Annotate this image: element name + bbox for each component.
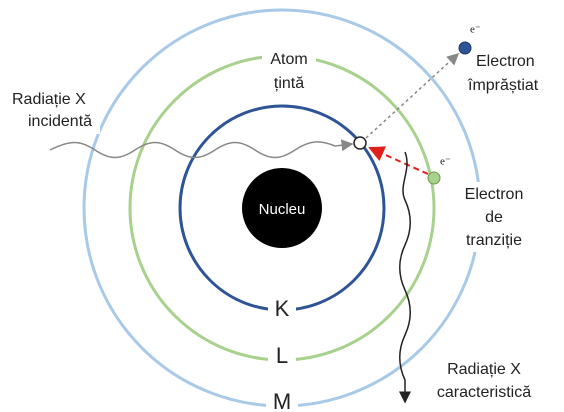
vacancy <box>353 136 367 150</box>
nucleus-label: Nucleu <box>259 201 306 218</box>
scattered-label: Electron <box>476 53 535 70</box>
electron-symbol: e⁻ <box>440 156 451 168</box>
m-label-bg <box>266 392 298 412</box>
transition-label: tranziție <box>466 232 522 249</box>
characteristic-label: caracteristică <box>437 384 531 401</box>
scatter-path <box>365 52 460 139</box>
atom-label: țintă <box>274 75 304 92</box>
nucleus <box>242 168 322 248</box>
transition-path <box>368 146 429 175</box>
m-label: M <box>273 389 291 412</box>
electron-symbol: e⁻ <box>470 24 481 36</box>
transition-label: de <box>485 209 503 226</box>
k-label-bg <box>268 296 296 322</box>
characteristic-label: Radiație X <box>447 361 521 378</box>
incident-label: Radiație X <box>12 91 86 108</box>
incident-label-bg <box>8 88 100 134</box>
incident-label: incidentă <box>28 113 92 130</box>
l-label-bg <box>268 343 296 369</box>
scattered-electron <box>458 41 472 55</box>
atom-label: Atom <box>270 51 307 68</box>
characteristic-label-bg <box>420 358 546 406</box>
transition-label: Electron <box>465 186 524 203</box>
transition-label-bg <box>450 182 540 252</box>
k-label: K <box>275 296 290 321</box>
l-label: L <box>276 343 288 368</box>
scattered-label: împrăștiat <box>467 77 539 94</box>
transition-electron <box>427 171 441 185</box>
incident-ray <box>49 139 354 159</box>
characteristic-ray <box>399 151 411 404</box>
atom-label-bg <box>262 40 316 96</box>
